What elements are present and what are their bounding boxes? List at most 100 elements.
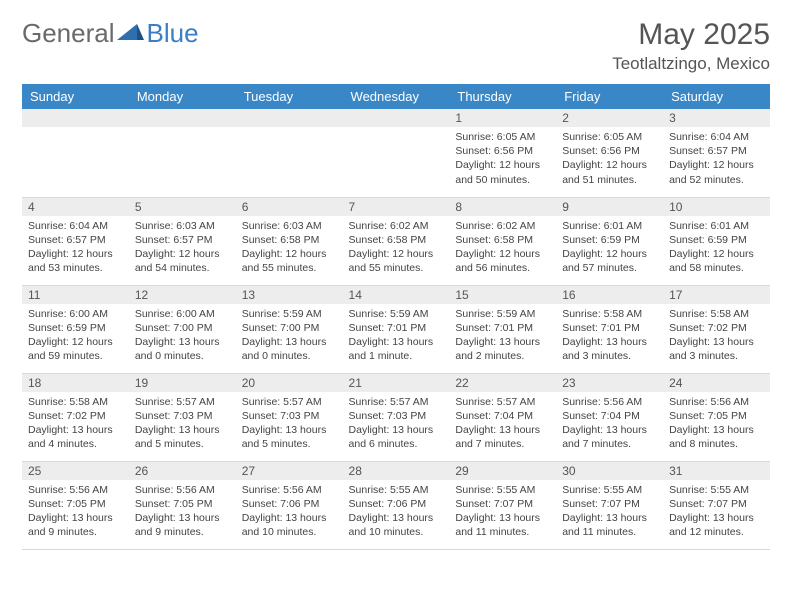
calendar-day-cell: 15Sunrise: 5:59 AMSunset: 7:01 PMDayligh… [449, 285, 556, 373]
daylight-text-2: and 7 minutes. [455, 437, 550, 451]
day-number: 8 [449, 198, 556, 216]
weekday-header: Thursday [449, 84, 556, 109]
daylight-text-1: Daylight: 13 hours [349, 423, 444, 437]
day-body: Sunrise: 6:05 AMSunset: 6:56 PMDaylight:… [449, 127, 556, 191]
sunset-text: Sunset: 7:03 PM [349, 409, 444, 423]
day-number: 13 [236, 286, 343, 304]
sunset-text: Sunset: 7:06 PM [242, 497, 337, 511]
day-number: 4 [22, 198, 129, 216]
day-body: Sunrise: 5:55 AMSunset: 7:07 PMDaylight:… [663, 480, 770, 544]
month-title: May 2025 [612, 18, 770, 52]
day-body: Sunrise: 6:03 AMSunset: 6:57 PMDaylight:… [129, 216, 236, 280]
sunrise-text: Sunrise: 6:02 AM [455, 219, 550, 233]
sunrise-text: Sunrise: 5:56 AM [669, 395, 764, 409]
sunset-text: Sunset: 6:58 PM [455, 233, 550, 247]
day-number: 21 [343, 374, 450, 392]
daylight-text-1: Daylight: 13 hours [28, 511, 123, 525]
day-number: 27 [236, 462, 343, 480]
day-number: 24 [663, 374, 770, 392]
day-number-bar [343, 109, 450, 127]
day-body: Sunrise: 5:56 AMSunset: 7:05 PMDaylight:… [129, 480, 236, 544]
day-body: Sunrise: 6:03 AMSunset: 6:58 PMDaylight:… [236, 216, 343, 280]
brand-logo: General Blue [22, 18, 199, 49]
daylight-text-1: Daylight: 13 hours [669, 335, 764, 349]
day-body: Sunrise: 6:00 AMSunset: 7:00 PMDaylight:… [129, 304, 236, 368]
sunrise-text: Sunrise: 6:02 AM [349, 219, 444, 233]
daylight-text-1: Daylight: 13 hours [242, 423, 337, 437]
sunset-text: Sunset: 7:00 PM [242, 321, 337, 335]
brand-text-1: General [22, 18, 115, 49]
calendar-table: SundayMondayTuesdayWednesdayThursdayFrid… [22, 84, 770, 550]
daylight-text-2: and 5 minutes. [135, 437, 230, 451]
daylight-text-2: and 51 minutes. [562, 173, 657, 187]
sunrise-text: Sunrise: 5:56 AM [28, 483, 123, 497]
day-number: 31 [663, 462, 770, 480]
sunrise-text: Sunrise: 5:59 AM [349, 307, 444, 321]
day-number: 14 [343, 286, 450, 304]
day-number: 2 [556, 109, 663, 127]
calendar-day-cell: 19Sunrise: 5:57 AMSunset: 7:03 PMDayligh… [129, 373, 236, 461]
day-body: Sunrise: 5:57 AMSunset: 7:03 PMDaylight:… [129, 392, 236, 456]
calendar-day-cell: 22Sunrise: 5:57 AMSunset: 7:04 PMDayligh… [449, 373, 556, 461]
page-header: General Blue May 2025 Teotlaltzingo, Mex… [22, 18, 770, 74]
day-number: 19 [129, 374, 236, 392]
sunset-text: Sunset: 6:56 PM [562, 144, 657, 158]
day-number: 30 [556, 462, 663, 480]
day-body: Sunrise: 6:01 AMSunset: 6:59 PMDaylight:… [663, 216, 770, 280]
sunset-text: Sunset: 7:07 PM [669, 497, 764, 511]
daylight-text-2: and 11 minutes. [455, 525, 550, 539]
sunset-text: Sunset: 7:01 PM [455, 321, 550, 335]
brand-triangle-icon [117, 18, 145, 49]
calendar-week-row: 11Sunrise: 6:00 AMSunset: 6:59 PMDayligh… [22, 285, 770, 373]
calendar-day-cell: 2Sunrise: 6:05 AMSunset: 6:56 PMDaylight… [556, 109, 663, 197]
day-number: 11 [22, 286, 129, 304]
sunset-text: Sunset: 6:58 PM [242, 233, 337, 247]
calendar-empty-cell [343, 109, 450, 197]
weekday-header: Monday [129, 84, 236, 109]
sunset-text: Sunset: 6:58 PM [349, 233, 444, 247]
day-body [129, 127, 236, 187]
calendar-day-cell: 31Sunrise: 5:55 AMSunset: 7:07 PMDayligh… [663, 461, 770, 549]
sunset-text: Sunset: 7:04 PM [562, 409, 657, 423]
calendar-week-row: 18Sunrise: 5:58 AMSunset: 7:02 PMDayligh… [22, 373, 770, 461]
sunset-text: Sunset: 6:57 PM [28, 233, 123, 247]
sunrise-text: Sunrise: 5:57 AM [455, 395, 550, 409]
daylight-text-1: Daylight: 13 hours [242, 335, 337, 349]
daylight-text-1: Daylight: 13 hours [455, 423, 550, 437]
calendar-day-cell: 17Sunrise: 5:58 AMSunset: 7:02 PMDayligh… [663, 285, 770, 373]
daylight-text-2: and 3 minutes. [669, 349, 764, 363]
day-number: 5 [129, 198, 236, 216]
daylight-text-1: Daylight: 13 hours [242, 511, 337, 525]
daylight-text-1: Daylight: 13 hours [135, 423, 230, 437]
day-number: 26 [129, 462, 236, 480]
day-body: Sunrise: 6:04 AMSunset: 6:57 PMDaylight:… [663, 127, 770, 191]
calendar-day-cell: 16Sunrise: 5:58 AMSunset: 7:01 PMDayligh… [556, 285, 663, 373]
day-number: 6 [236, 198, 343, 216]
brand-text-2: Blue [147, 18, 199, 49]
daylight-text-1: Daylight: 12 hours [135, 247, 230, 261]
day-body: Sunrise: 5:55 AMSunset: 7:07 PMDaylight:… [556, 480, 663, 544]
sunset-text: Sunset: 7:04 PM [455, 409, 550, 423]
daylight-text-1: Daylight: 13 hours [28, 423, 123, 437]
daylight-text-1: Daylight: 13 hours [135, 511, 230, 525]
calendar-empty-cell [129, 109, 236, 197]
sunrise-text: Sunrise: 6:03 AM [242, 219, 337, 233]
sunset-text: Sunset: 7:00 PM [135, 321, 230, 335]
daylight-text-1: Daylight: 12 hours [349, 247, 444, 261]
calendar-day-cell: 25Sunrise: 5:56 AMSunset: 7:05 PMDayligh… [22, 461, 129, 549]
sunset-text: Sunset: 7:01 PM [562, 321, 657, 335]
day-body: Sunrise: 6:05 AMSunset: 6:56 PMDaylight:… [556, 127, 663, 191]
sunset-text: Sunset: 6:59 PM [669, 233, 764, 247]
daylight-text-1: Daylight: 13 hours [562, 511, 657, 525]
calendar-day-cell: 28Sunrise: 5:55 AMSunset: 7:06 PMDayligh… [343, 461, 450, 549]
day-body: Sunrise: 5:56 AMSunset: 7:04 PMDaylight:… [556, 392, 663, 456]
day-body [236, 127, 343, 187]
daylight-text-1: Daylight: 13 hours [562, 335, 657, 349]
calendar-day-cell: 27Sunrise: 5:56 AMSunset: 7:06 PMDayligh… [236, 461, 343, 549]
daylight-text-2: and 1 minute. [349, 349, 444, 363]
day-number-bar [22, 109, 129, 127]
daylight-text-1: Daylight: 12 hours [242, 247, 337, 261]
sunrise-text: Sunrise: 5:55 AM [455, 483, 550, 497]
daylight-text-1: Daylight: 13 hours [669, 423, 764, 437]
daylight-text-2: and 58 minutes. [669, 261, 764, 275]
